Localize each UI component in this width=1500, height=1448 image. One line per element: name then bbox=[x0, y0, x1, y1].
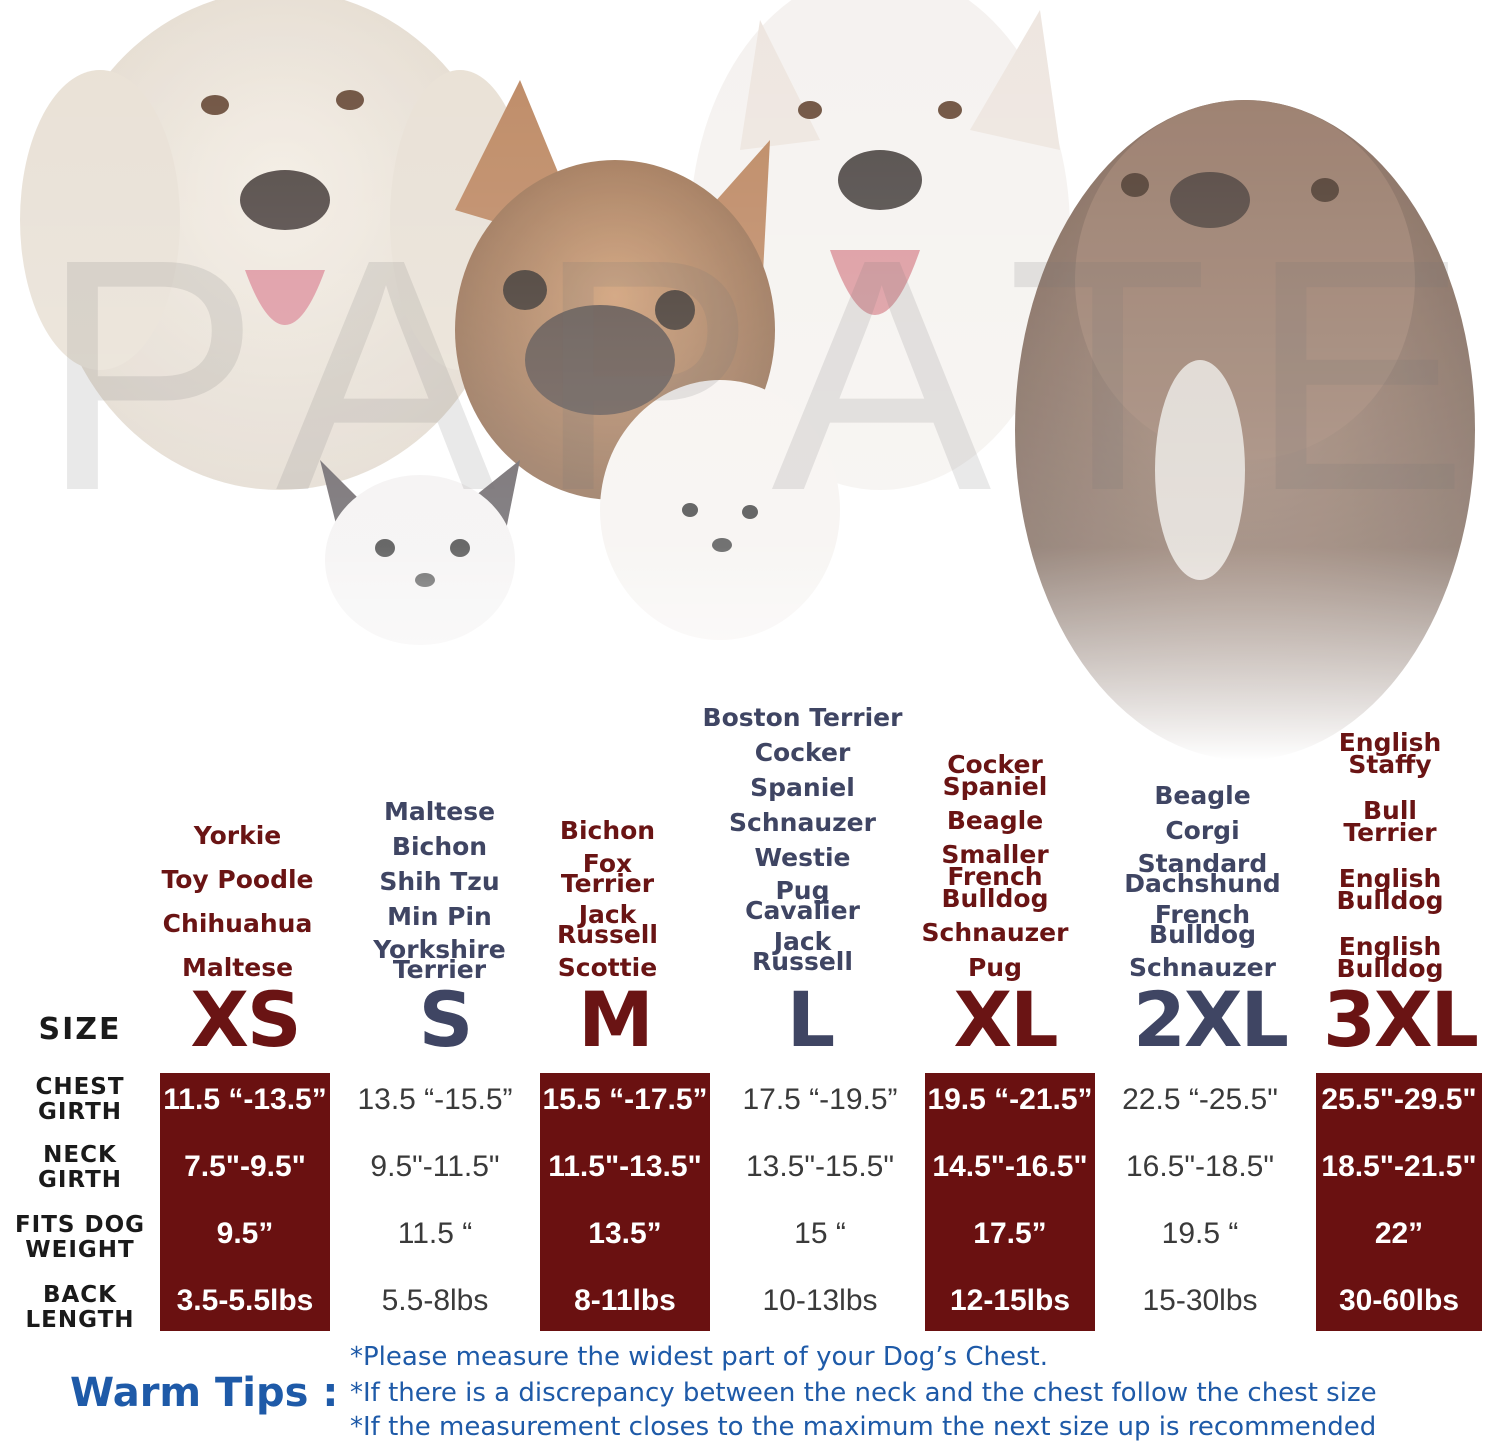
warm-tips-label: Warm Tips : bbox=[70, 1370, 339, 1416]
breed-name: Scottie bbox=[557, 953, 658, 982]
brand-watermark: PAPATE bbox=[40, 190, 1500, 559]
cell-neck-l: 13.5"-15.5" bbox=[745, 1150, 895, 1183]
size-s: S bbox=[418, 975, 474, 1064]
cell-back-s: 5.5-8lbs bbox=[381, 1284, 489, 1317]
breed-name: Schnauzer bbox=[921, 918, 1069, 947]
breed-name: Pug bbox=[967, 953, 1023, 982]
breed-name: Cocker Spaniel bbox=[942, 750, 1048, 801]
cell-back-m: 8-11lbs bbox=[574, 1284, 676, 1317]
highlight-xs bbox=[160, 1073, 330, 1331]
cell-weight-s: 11.5 “ bbox=[397, 1217, 473, 1250]
cell-weight-m: 13.5” bbox=[588, 1217, 662, 1250]
cell-weight-3xl: 22” bbox=[1374, 1217, 1424, 1250]
breed-name: Maltese bbox=[383, 797, 496, 826]
breed-name: Corgi bbox=[1165, 816, 1240, 845]
breed-name: Standard Dachshund bbox=[1124, 849, 1281, 898]
size-xl: XL bbox=[953, 975, 1058, 1064]
cell-back-l: 10-13lbs bbox=[762, 1284, 878, 1317]
cell-weight-xs: 9.5” bbox=[216, 1217, 274, 1250]
breeds-2xl: Beagle Corgi Standard Dachshund French B… bbox=[1110, 680, 1295, 980]
cell-back-2xl: 15-30lbs bbox=[1142, 1284, 1258, 1317]
breed-name: English Bulldog bbox=[1336, 864, 1444, 915]
size-xs: XS bbox=[190, 975, 301, 1064]
breed-name: Yorkshire Terrier bbox=[373, 935, 506, 984]
dogs-photo bbox=[0, 0, 1500, 760]
size-l: L bbox=[786, 975, 835, 1064]
breed-name: Toy Poodle bbox=[161, 865, 314, 894]
breed-name: Beagle bbox=[1154, 781, 1251, 810]
breed-name: Fox Terrier bbox=[560, 849, 655, 898]
size-2xl: 2XL bbox=[1133, 975, 1289, 1064]
breeds-3xl: English Staffy Bull Terrier English Bull… bbox=[1310, 680, 1470, 983]
cell-neck-m: 11.5"-13.5" bbox=[548, 1150, 702, 1183]
breed-name: Schnauzer bbox=[1129, 953, 1276, 982]
cell-weight-xl: 17.5” bbox=[973, 1217, 1047, 1250]
breed-name: Boston Terrier bbox=[702, 703, 903, 732]
tip-line: *If the measurement closes to the maximu… bbox=[350, 1412, 1377, 1442]
size-3xl: 3XL bbox=[1323, 975, 1479, 1064]
breed-name: Maltese bbox=[181, 953, 294, 982]
row-label-neck: NECK GIRTH bbox=[37, 1142, 123, 1193]
breed-name: English Bulldog bbox=[1336, 932, 1444, 983]
breed-name: Schnauzer bbox=[729, 808, 876, 837]
breeds-l: Boston Terrier Cocker Spaniel Schnauzer … bbox=[690, 672, 915, 976]
cell-neck-2xl: 16.5"-18.5" bbox=[1125, 1150, 1275, 1183]
size-m: M bbox=[578, 975, 654, 1064]
breeds-xs: Yorkie Toy Poodle Chihuahua Maltese bbox=[150, 680, 325, 980]
cell-back-3xl: 30-60lbs bbox=[1338, 1284, 1460, 1317]
cell-chest-m: 15.5 “-17.5” bbox=[542, 1083, 708, 1116]
cell-back-xs: 3.5-5.5lbs bbox=[176, 1284, 314, 1317]
cell-chest-2xl: 22.5 “-25.5" bbox=[1122, 1083, 1278, 1116]
highlight-3xl bbox=[1316, 1073, 1482, 1331]
breed-name: Bichon bbox=[559, 816, 656, 845]
breed-name: Cocker bbox=[754, 738, 851, 767]
cell-back-xl: 12-15lbs bbox=[949, 1284, 1071, 1317]
breed-name: Pug Cavalier bbox=[745, 876, 860, 925]
breed-name: Bull Terrier bbox=[1343, 796, 1437, 847]
cell-neck-s: 9.5"-11.5" bbox=[370, 1150, 500, 1183]
breed-name: Jack Russell bbox=[557, 900, 658, 949]
cell-neck-xl: 14.5"-16.5" bbox=[932, 1150, 1088, 1183]
row-label-chest: CHEST GIRTH bbox=[35, 1074, 125, 1125]
breed-name: English Staffy bbox=[1338, 728, 1442, 779]
cell-chest-l: 17.5 “-19.5” bbox=[742, 1083, 898, 1116]
breed-name: Jack Russell bbox=[752, 927, 853, 976]
highlight-m bbox=[540, 1073, 710, 1331]
cell-chest-xl: 19.5 “-21.5” bbox=[927, 1083, 1093, 1116]
breed-name: Chihuahua bbox=[162, 909, 313, 938]
breed-name: Westie bbox=[754, 843, 851, 872]
cell-weight-l: 15 “ bbox=[794, 1217, 846, 1250]
tip-line: *If there is a discrepancy between the n… bbox=[350, 1378, 1377, 1408]
breed-name: Beagle bbox=[946, 806, 1044, 835]
cell-neck-3xl: 18.5"-21.5" bbox=[1321, 1150, 1477, 1183]
breeds-xl: Cocker Spaniel Beagle Smaller French Bul… bbox=[905, 680, 1085, 980]
breed-name: Bichon bbox=[391, 832, 488, 861]
breeds-m: Bichon Fox Terrier Jack Russell Scottie bbox=[530, 680, 685, 980]
cell-chest-3xl: 25.5"-29.5" bbox=[1321, 1083, 1477, 1116]
breed-name: Shih Tzu bbox=[379, 867, 500, 896]
highlight-xl bbox=[925, 1073, 1095, 1331]
breed-name: Smaller French Bulldog bbox=[941, 840, 1049, 913]
cell-chest-xs: 11.5 “-13.5” bbox=[163, 1083, 327, 1116]
breed-name: French Bulldog bbox=[1149, 900, 1256, 949]
breed-name: Spaniel bbox=[750, 773, 855, 802]
cell-chest-s: 13.5 “-15.5” bbox=[357, 1083, 513, 1116]
row-label-weight: FITS DOG WEIGHT bbox=[14, 1212, 146, 1263]
breeds-s: Maltese Bichon Shih Tzu Min Pin Yorkshir… bbox=[352, 680, 527, 984]
breed-name: Min Pin bbox=[387, 902, 492, 931]
size-row-label: SIZE bbox=[38, 1012, 122, 1047]
breed-name: Yorkie bbox=[193, 821, 282, 850]
cell-weight-2xl: 19.5 “ bbox=[1161, 1217, 1239, 1250]
tip-line: *Please measure the widest part of your … bbox=[350, 1342, 1049, 1372]
cell-neck-xs: 7.5"-9.5" bbox=[184, 1150, 306, 1183]
row-label-back: BACK LENGTH bbox=[25, 1282, 135, 1333]
